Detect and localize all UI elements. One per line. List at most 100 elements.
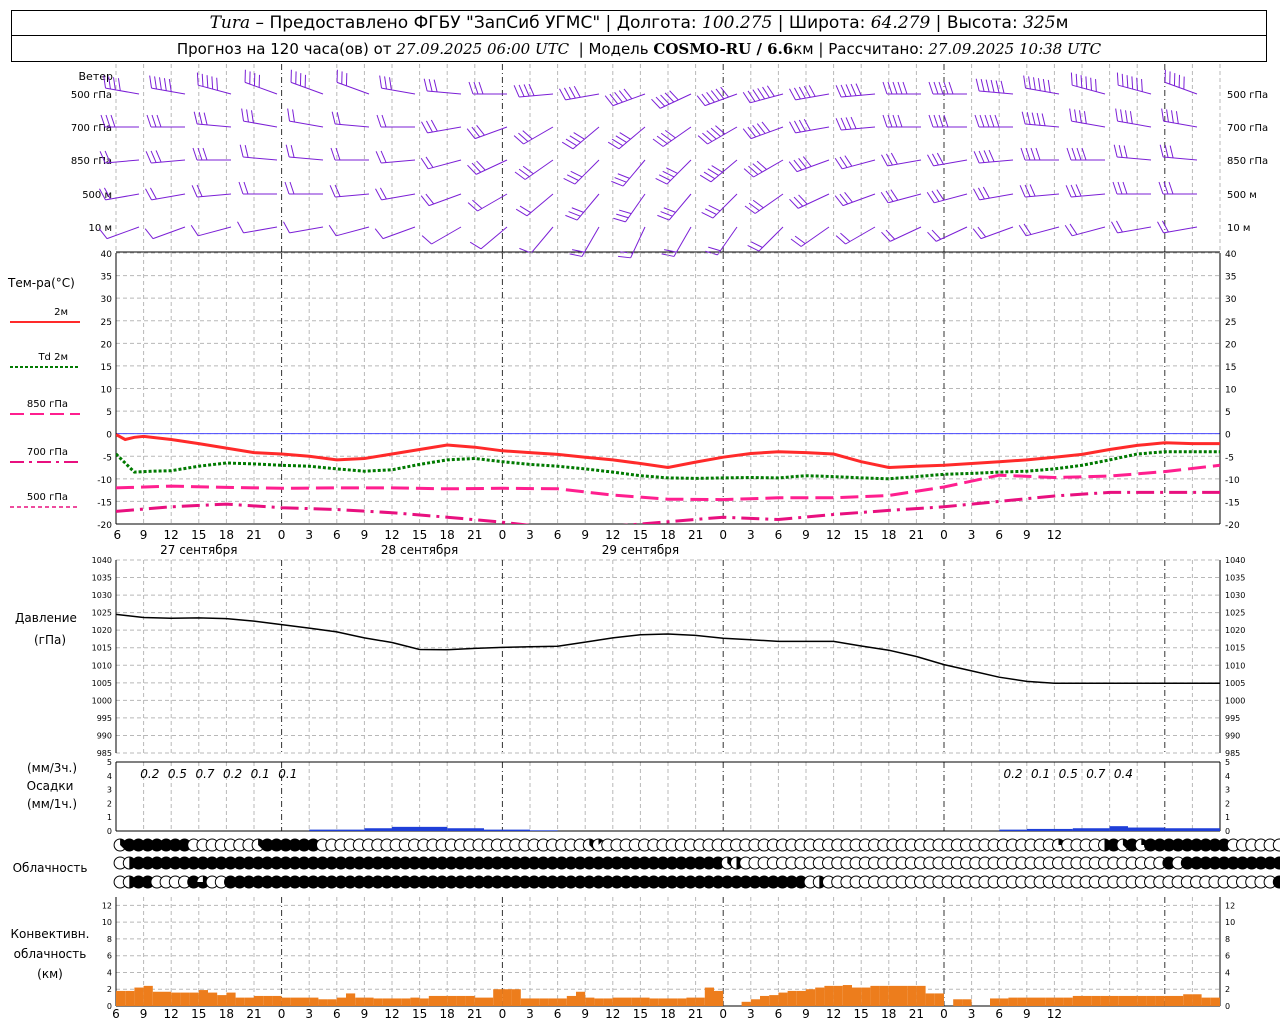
temp-series-line <box>116 490 1220 524</box>
computed-label: Рассчитано: <box>828 40 924 58</box>
wind-barb-shaft <box>668 193 692 221</box>
temp-xtick-label: 9 <box>361 528 369 542</box>
conv-bar <box>336 997 346 1006</box>
wind-level-label-right: 10 м <box>1227 223 1250 234</box>
wind-barb-feather <box>1023 223 1032 235</box>
temp-xtick-label: 0 <box>278 528 286 542</box>
conv-bar <box>631 997 641 1006</box>
wind-barb-feather <box>655 177 668 185</box>
wind-barb-feather <box>1019 185 1026 198</box>
conv-bar <box>355 997 365 1006</box>
conv-bar <box>226 992 236 1006</box>
cloud-fill <box>712 857 725 869</box>
wind-barb-shaft <box>758 226 784 252</box>
wind-level-label-left: 850 гПа <box>71 156 112 167</box>
wind-barb-shaft <box>1163 226 1198 234</box>
conv-bar <box>134 987 144 1006</box>
wind-barb-feather <box>881 231 891 242</box>
cloud-fill <box>739 876 752 888</box>
precip-bar <box>392 826 448 831</box>
conv-bar <box>741 1001 751 1006</box>
wind-barb-feather <box>283 221 290 234</box>
conv-xtick-label: 9 <box>140 1007 148 1021</box>
cloud-fill <box>160 857 173 869</box>
wind-barb-feather <box>990 79 995 93</box>
conv-xtick-label: 15 <box>412 1007 427 1021</box>
wind-barb-shaft <box>244 81 278 95</box>
conv-bar <box>594 998 604 1006</box>
pressure-ytick-right: 985 <box>1225 749 1240 758</box>
wind-barb-shaft <box>574 159 600 185</box>
wind-barb-feather <box>743 168 754 178</box>
conv-bar <box>1174 995 1184 1006</box>
wind-barb-feather <box>110 114 116 128</box>
conv-bar <box>116 990 126 1006</box>
cloud-fill <box>647 857 660 869</box>
temp-xtick-label: 9 <box>581 528 589 542</box>
conv-bar <box>300 997 310 1006</box>
wind-barb-feather <box>569 253 583 257</box>
temp-xtick-label: 0 <box>940 528 948 542</box>
conv-xtick-label: 15 <box>854 1007 869 1021</box>
conv-bar <box>999 998 1009 1006</box>
wind-barb-shaft <box>105 193 140 201</box>
cloud-fill <box>316 857 329 869</box>
wind-barb-shaft <box>712 193 738 219</box>
conv-bar <box>1128 995 1138 1006</box>
wind-barb-feather <box>1081 147 1087 161</box>
wind-barb-feather <box>618 209 632 215</box>
cloud-fill <box>1208 839 1221 851</box>
wind-barb-feather <box>839 193 849 205</box>
conv-xtick-label: 21 <box>909 1007 924 1021</box>
pressure-ytick-left: 1030 <box>92 591 112 600</box>
cloud-fill <box>279 857 292 869</box>
cloud-fill <box>196 857 209 869</box>
temp-xtick-label: 6 <box>995 528 1003 542</box>
wind-barb-feather <box>1129 111 1133 124</box>
pressure-ytick-left: 985 <box>97 749 112 758</box>
wind-barb-feather <box>802 156 812 167</box>
wind-barb-feather <box>1115 108 1119 122</box>
wind-barb-feather <box>623 88 633 100</box>
cloud-fill <box>601 857 614 869</box>
wind-barb-feather <box>246 109 249 123</box>
wind-title: Ветер <box>79 70 113 83</box>
wind-barb-shaft <box>889 226 922 242</box>
wind-barb-shaft <box>572 126 600 150</box>
cloud-fill <box>279 839 292 851</box>
pressure-ytick-left: 1035 <box>92 574 112 583</box>
cloud-fill <box>472 876 485 888</box>
cloud-fill <box>574 857 587 869</box>
wind-barb-shaft <box>576 193 600 221</box>
wind-barb-feather <box>711 165 723 173</box>
cloud-fill <box>242 876 255 888</box>
wind-barb-feather <box>1030 147 1036 161</box>
wind-barb-feather <box>890 152 898 165</box>
cloud-fill <box>491 857 504 869</box>
wind-barb-feather <box>885 153 893 166</box>
conv-ytick-right: 2 <box>1225 985 1230 994</box>
wind-barb-feather <box>472 199 483 209</box>
wind-barb-feather <box>948 81 954 95</box>
conv-xtick-label: 9 <box>361 1007 369 1021</box>
cloud-fill <box>215 857 228 869</box>
cloud-fill <box>408 876 421 888</box>
wind-barb-shaft <box>336 226 370 237</box>
conv-xtick-label: 6 <box>554 1007 562 1021</box>
wind-barb-feather <box>1074 109 1077 123</box>
conv-bar <box>760 995 770 1006</box>
cloud-fill <box>500 876 513 888</box>
precip-ytick-right: 2 <box>1225 799 1230 808</box>
wind-barb-feather <box>652 138 664 147</box>
conv-bar <box>364 997 374 1006</box>
wind-barb-feather <box>523 84 530 97</box>
wind-barb-feather <box>1079 110 1082 123</box>
wind-barb-shaft <box>243 156 278 161</box>
wind-barb-shaft <box>289 156 324 161</box>
wind-barb-shaft <box>428 193 462 207</box>
wind-barb-feather <box>1025 147 1031 161</box>
conv-bar <box>263 995 273 1006</box>
cloud-fill <box>656 857 669 869</box>
wind-barb-feather <box>376 114 382 128</box>
wind-barb-feather <box>748 202 760 212</box>
